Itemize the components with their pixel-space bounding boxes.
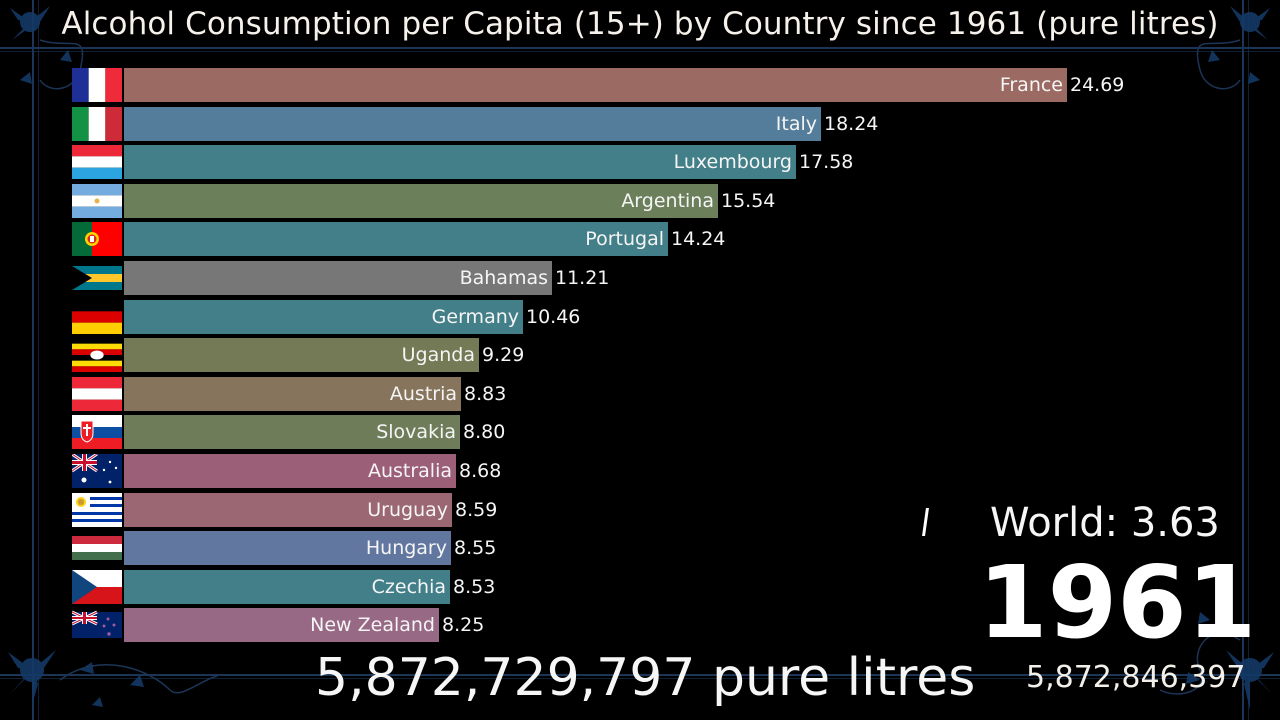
flag-slovakia-icon <box>72 415 122 450</box>
frame-bottom-line-2 <box>0 678 1280 679</box>
bar-value: 8.83 <box>464 382 507 405</box>
bar-label: Hungary <box>365 537 447 560</box>
bar-value: 18.24 <box>824 112 879 135</box>
bar-label: Slovakia <box>376 421 456 444</box>
bar-row-slovakia: Slovakia 8.80 <box>0 415 1280 450</box>
frame-top-line <box>0 47 1280 49</box>
bar-luxembourg: Luxembourg <box>124 145 796 180</box>
bar-value: 8.59 <box>455 498 498 521</box>
bar-germany: Germany <box>124 299 523 334</box>
frame-right-line-2 <box>1248 0 1249 720</box>
bar-label: Portugal <box>585 228 664 251</box>
bar-row-australia: Australia 8.68 <box>0 454 1280 488</box>
bar-label: Argentina <box>621 189 714 212</box>
bar-slovakia: Slovakia <box>124 415 460 450</box>
bar-label: New Zealand <box>310 614 435 637</box>
bar-label: Uganda <box>401 344 475 367</box>
bar-label: Uruguay <box>367 498 448 521</box>
flag-hungary-icon <box>72 531 122 566</box>
bar-uruguay: Uruguay <box>124 492 452 527</box>
bar-row-austria: Austria 8.83 <box>0 376 1280 411</box>
world-average-label: World: 3.63 <box>990 500 1220 546</box>
bar-value: 9.29 <box>482 344 525 367</box>
bar-label: Bahamas <box>459 267 548 289</box>
chart-title: Alcohol Consumption per Capita (15+) by … <box>61 6 1219 42</box>
floral-ornament-bottom-left-icon <box>8 650 221 707</box>
bar-value: 8.80 <box>463 421 506 444</box>
bar-france: France <box>124 68 1067 102</box>
bar-label: Germany <box>431 305 519 328</box>
bar-row-argentina: Argentina 15.54 <box>0 183 1280 218</box>
bar-value: 24.69 <box>1070 74 1125 96</box>
frame-top-line-2 <box>0 51 1280 52</box>
flag-czechia-icon <box>72 569 122 604</box>
frame-right-line <box>1242 0 1244 720</box>
floral-ornament-bottom-right-icon <box>1159 612 1274 710</box>
bar-value: 14.24 <box>671 228 726 251</box>
bar-australia: Australia <box>124 454 456 488</box>
bar-portugal: Portugal <box>124 222 668 257</box>
frame-bottom-line <box>0 674 1280 676</box>
bar-value: 8.55 <box>454 537 497 560</box>
frame-left-line-2 <box>38 0 39 720</box>
bar-row-bahamas: Bahamas 11.21 <box>0 261 1280 295</box>
bar-row-uganda: Uganda 9.29 <box>0 338 1280 373</box>
flag-argentina-icon <box>72 183 122 218</box>
bar-value: 11.21 <box>555 267 610 289</box>
bar-value: 17.58 <box>799 151 854 174</box>
year-label: 1961 <box>978 544 1257 661</box>
bar-hungary: Hungary <box>124 531 451 566</box>
bar-label: Australia <box>367 460 452 482</box>
bar-argentina: Argentina <box>124 183 718 218</box>
flag-bahamas-icon <box>72 261 122 295</box>
bar-row-hungary: Hungary 8.55 <box>0 531 1280 566</box>
flag-luxembourg-icon <box>72 145 122 180</box>
bar-label: Italy <box>775 112 817 135</box>
flag-austria-icon <box>72 376 122 411</box>
flag-germany-icon <box>72 299 122 334</box>
flag-italy-icon <box>72 106 122 141</box>
bar-value: 8.25 <box>442 614 485 637</box>
bar-label: France <box>999 74 1063 96</box>
bar-uganda: Uganda <box>124 338 479 373</box>
flag-australia-icon <box>72 454 122 488</box>
bar-row-luxembourg: Luxembourg 17.58 <box>0 145 1280 180</box>
flag-france-icon <box>72 68 122 102</box>
total-population-label: 5,872,846,397 <box>1026 660 1246 695</box>
flag-uruguay-icon <box>72 492 122 527</box>
bar-value: 8.68 <box>459 460 502 482</box>
floral-ornament-top-right-icon <box>1196 6 1270 90</box>
bar-label: Czechia <box>371 575 446 598</box>
flag-portugal-icon <box>72 222 122 257</box>
bar-row-italy: Italy 18.24 <box>0 106 1280 141</box>
flag-new-zealand-icon <box>72 608 122 643</box>
bar-value: 8.53 <box>453 575 496 598</box>
bar-row-france: France 24.69 <box>0 68 1280 102</box>
bar-value: 15.54 <box>721 189 776 212</box>
bar-row-new-zealand: New Zealand 8.25 <box>0 608 1280 643</box>
bar-bahamas: Bahamas <box>124 261 552 295</box>
bar-label: Austria <box>389 382 457 405</box>
flag-uganda-icon <box>72 338 122 373</box>
frame-left-line <box>32 0 34 720</box>
bar-italy: Italy <box>124 106 821 141</box>
bar-row-portugal: Portugal 14.24 <box>0 222 1280 257</box>
bar-value: 10.46 <box>526 305 581 328</box>
total-litres-label: 5,872,729,797 pure litres <box>315 648 976 708</box>
bar-row-germany: Germany 10.46 <box>0 299 1280 334</box>
bar-label: Luxembourg <box>673 151 792 174</box>
bar-row-uruguay: Uruguay 8.59 <box>0 492 1280 527</box>
bar-row-czechia: Czechia 8.53 <box>0 569 1280 604</box>
bar-czechia: Czechia <box>124 569 450 604</box>
bar-austria: Austria <box>124 376 461 411</box>
bar-new-zealand: New Zealand <box>124 608 439 643</box>
